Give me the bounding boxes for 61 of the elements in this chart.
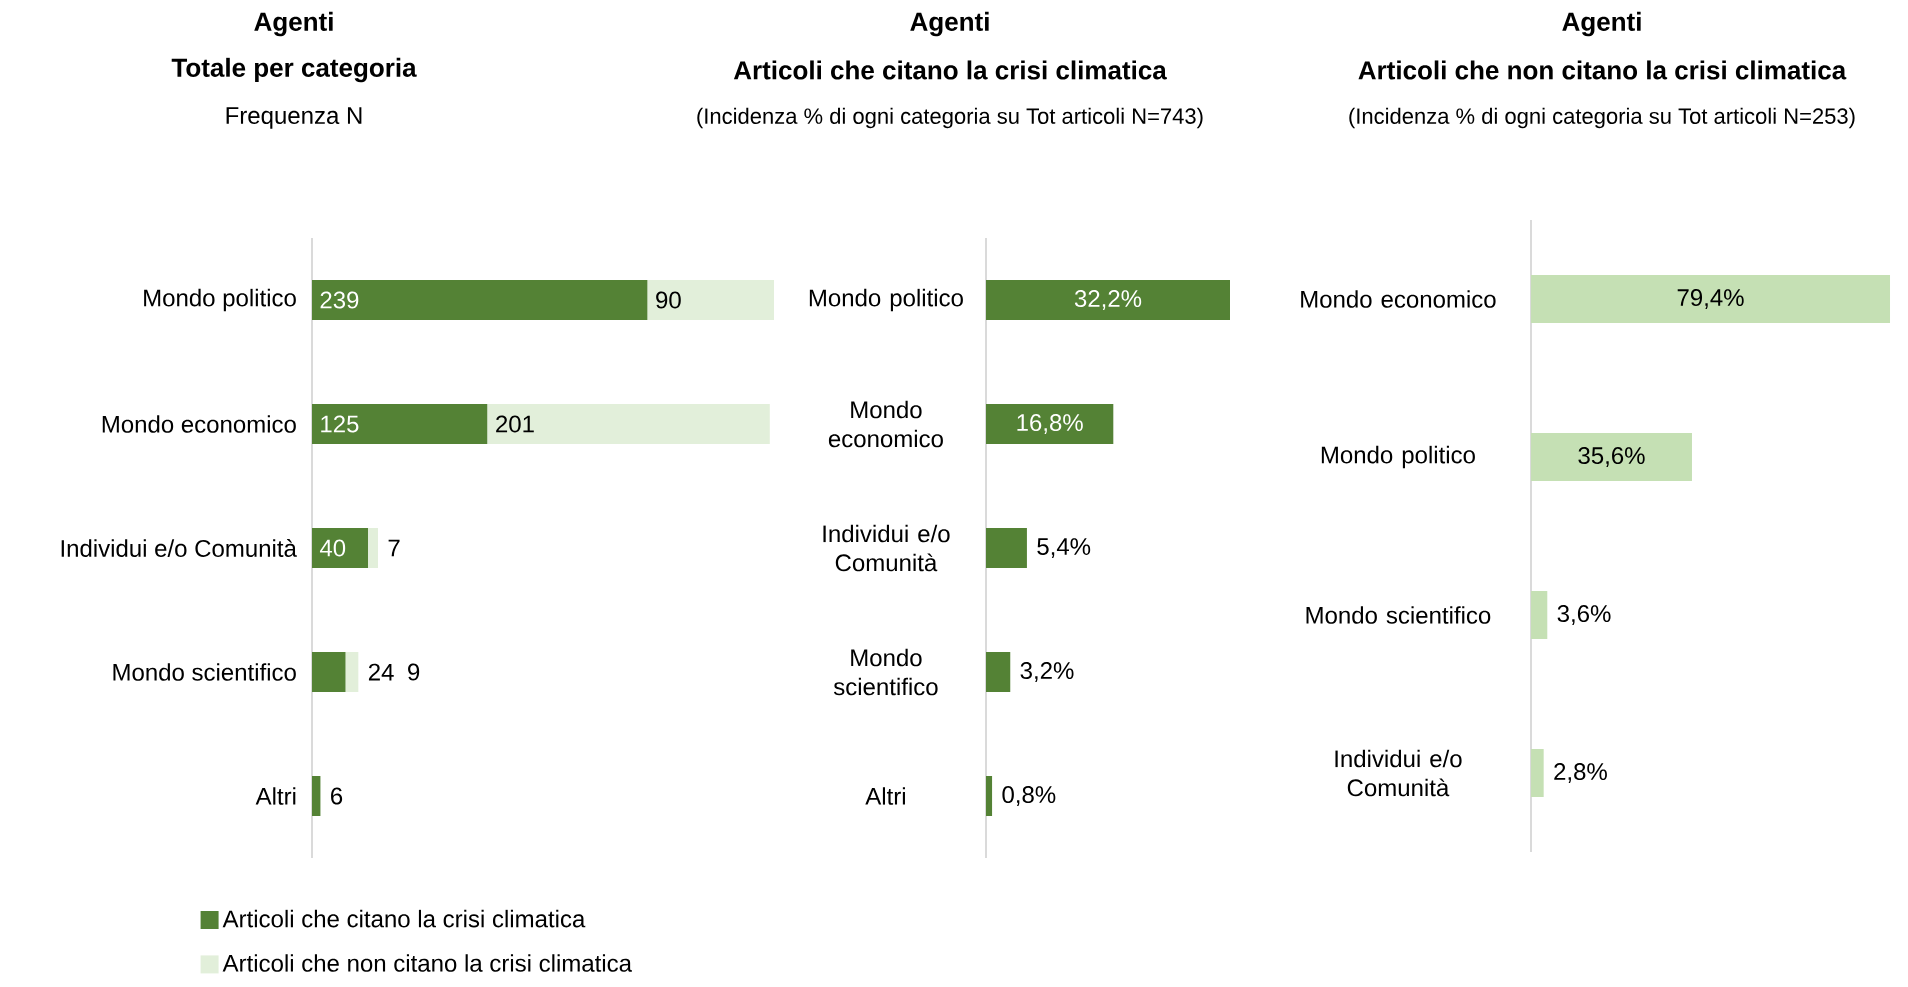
bar [312, 528, 369, 569]
bar [312, 280, 648, 321]
data-label: 3,6% [1557, 605, 1611, 625]
bar [986, 528, 1027, 569]
y-tick-label: Mondo economico [828, 400, 943, 448]
data-label: 7 [388, 539, 400, 557]
y-tick-label: Altri [255, 787, 296, 805]
data-label: 239 [320, 291, 359, 309]
y-tick-label: Mondo scientifico [113, 663, 296, 681]
y-tick-label: Mondo scientifico [833, 648, 938, 696]
bar [345, 652, 359, 693]
text: Frequenza N [226, 107, 362, 129]
bar [1531, 433, 1692, 482]
data-label: 201 [496, 415, 534, 433]
bar [1531, 749, 1544, 798]
bar [312, 776, 321, 817]
data-label: 40 [319, 539, 346, 557]
data-label: 32,2% [1074, 290, 1142, 310]
chart-subtitle: Totale per categoria [171, 57, 417, 83]
chart-title: Agenti [254, 11, 333, 37]
y-tick-label: Mondo politico [1321, 445, 1475, 469]
data-label: 6 [331, 787, 343, 805]
text: (Incidenza % di ogni categoria su Tot articoli N=743) [697, 107, 1203, 129]
data-label: 0,8% [1002, 786, 1056, 806]
data-label: 3,2% [1020, 662, 1074, 682]
data-label: 35,6% [1578, 447, 1645, 467]
data-label: 9 [408, 663, 420, 681]
data-label: 90 [656, 291, 681, 309]
y-tick-label: Individui e/o Comunità [1335, 749, 1462, 797]
data-label: 16,8% [1017, 414, 1083, 434]
bar [647, 280, 775, 321]
bar [1531, 591, 1548, 640]
y-tick-label: Altri [865, 787, 905, 805]
data-label: 79,4% [1677, 289, 1744, 309]
bar [986, 280, 1230, 321]
bar [312, 652, 346, 693]
y-tick-label: Mondo scientifico [1306, 606, 1491, 624]
bar [368, 528, 378, 569]
chart-title: Agenti [910, 11, 989, 37]
y-tick-label: Mondo economico [102, 415, 296, 433]
legend-label: Articoli che citano la crisi climatica [222, 909, 586, 928]
data-label: 2,8% [1554, 763, 1607, 783]
text: (Incidenza % di ogni categoria su Tot articoli N=253) [1349, 107, 1855, 129]
data-label: 24 [368, 663, 394, 681]
y-tick-label: Individui e/o Comunità [823, 524, 950, 572]
y-tick-label: Individui e/o Comunità [61, 539, 297, 557]
bar [487, 404, 770, 445]
y-tick-label: Mondo politico [144, 288, 296, 312]
chart-subtitle: Articoli che non citano la crisi climatica [1358, 60, 1847, 80]
y-tick-label: Mondo economico [1301, 290, 1496, 308]
y-tick-label: Mondo politico [809, 288, 963, 312]
legend-label: Articoli che non citano la crisi climatica [222, 954, 632, 972]
data-label: 5,4% [1037, 538, 1091, 558]
data-label: 125 [321, 415, 359, 433]
bar [1531, 275, 1891, 324]
bar [986, 404, 1114, 445]
bar [312, 404, 488, 445]
chart-title: Agenti [1562, 11, 1641, 37]
bar [986, 776, 993, 817]
chart-subtitle: Articoli che citano la crisi climatica [733, 60, 1167, 80]
bar [986, 652, 1011, 693]
